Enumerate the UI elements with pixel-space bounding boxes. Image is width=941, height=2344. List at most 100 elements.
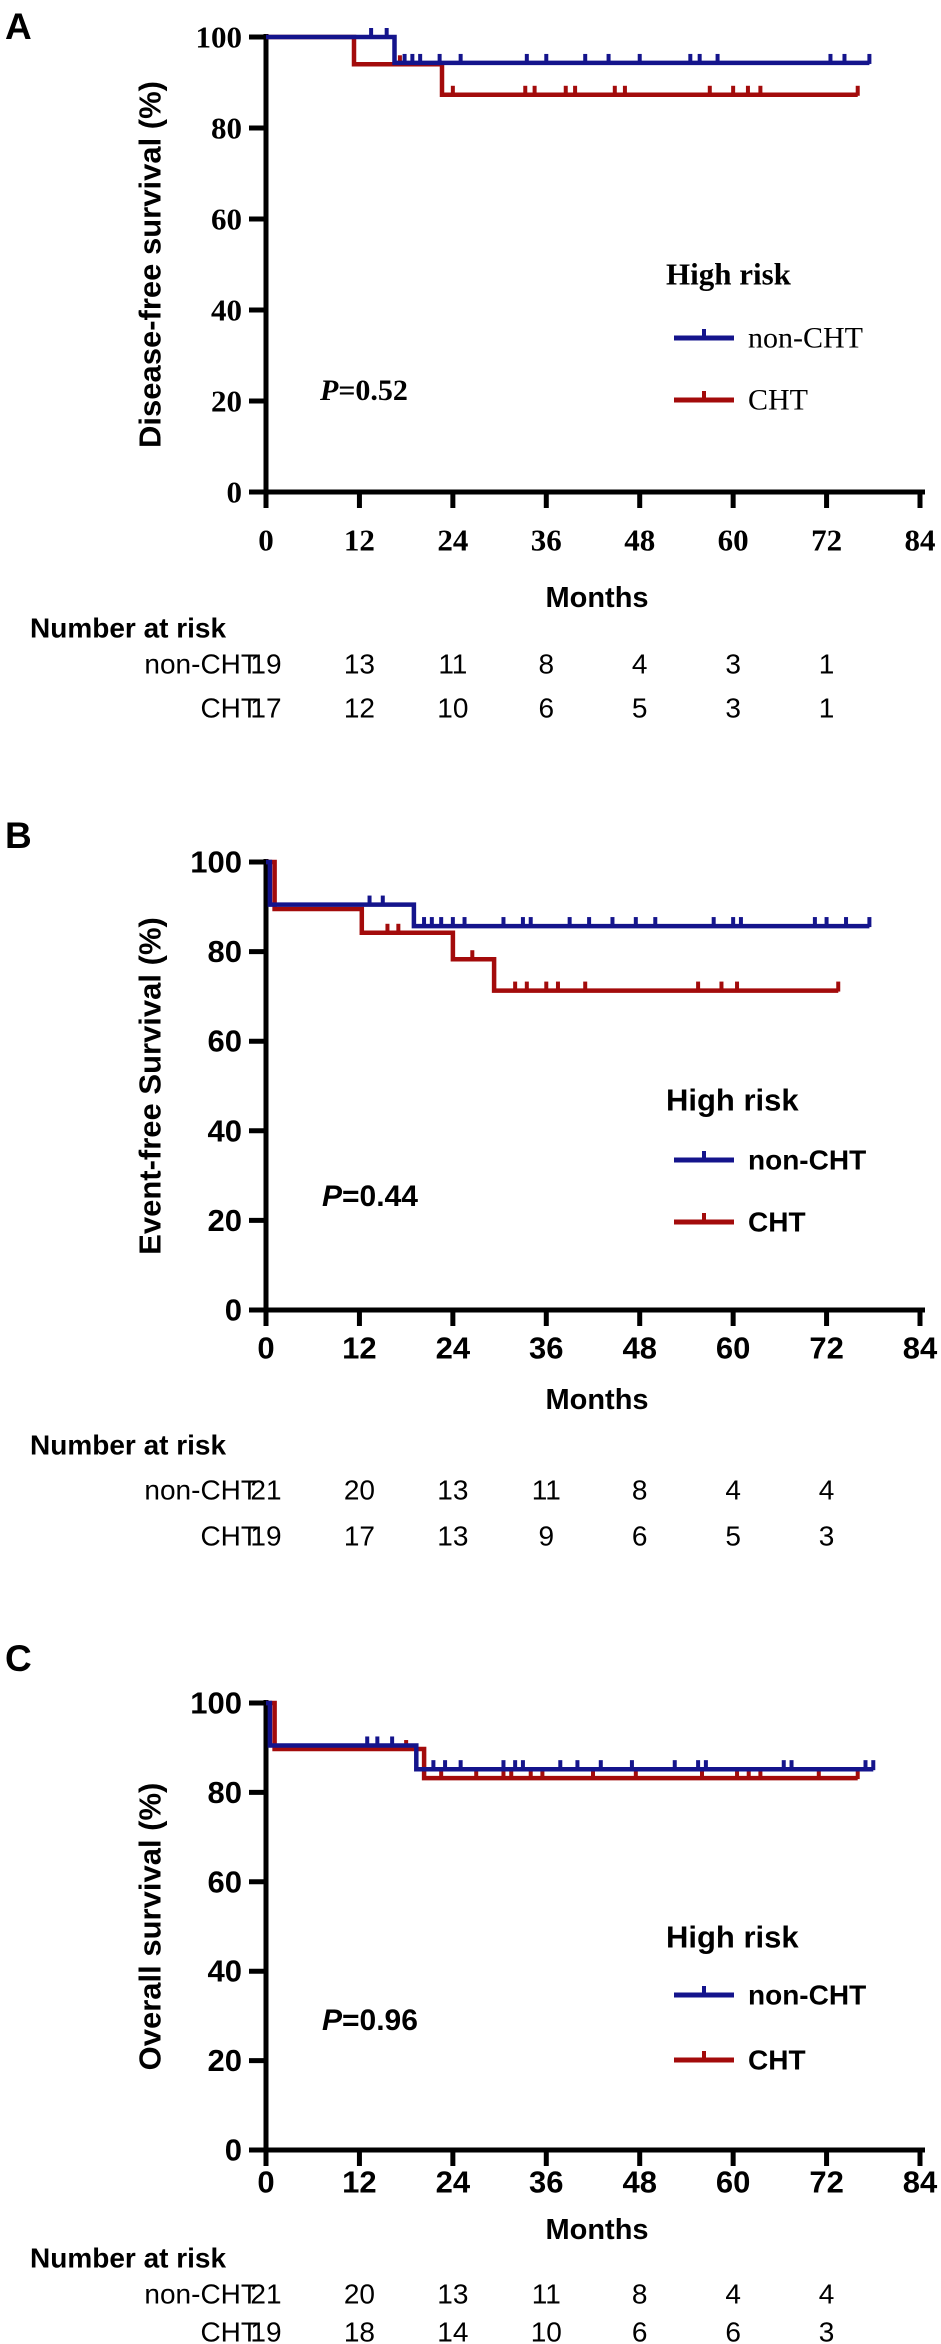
- x-tick-label: 0: [257, 2165, 274, 2200]
- legend-label-CHT: CHT: [748, 2045, 806, 2076]
- p-value: P=0.52: [319, 374, 408, 407]
- risk-count: 10: [437, 693, 468, 724]
- legend-label-CHT: CHT: [748, 1207, 806, 1238]
- legend-label-CHT: CHT: [748, 384, 808, 417]
- y-tick-label: 0: [225, 1293, 242, 1328]
- risk-count: 8: [632, 1475, 648, 1506]
- panel-c-letter: C: [5, 1638, 32, 1679]
- x-tick-label: 84: [903, 1331, 938, 1366]
- km-curve-CHT: [266, 859, 839, 993]
- risk-count: 20: [344, 2279, 375, 2310]
- x-tick-label: 72: [811, 523, 842, 558]
- x-tick-label: 12: [342, 2165, 376, 2200]
- x-tick-label: 0: [258, 523, 274, 558]
- km-curve-CHT: [266, 1700, 858, 1781]
- risk-count: 11: [532, 1475, 561, 1506]
- risk-count: 13: [437, 1521, 468, 1552]
- censor-marks-non-CHT: [365, 1736, 876, 1771]
- x-tick-label: 36: [529, 2165, 563, 2200]
- risk-count: 13: [437, 1475, 468, 1506]
- y-tick-label: 20: [208, 1203, 242, 1238]
- risk-count: 6: [538, 693, 554, 724]
- risk-count: 3: [819, 2317, 835, 2344]
- risk-row-label-CHT: CHT: [200, 2317, 258, 2344]
- legend-label-non-CHT: non-CHT: [748, 1145, 866, 1176]
- censor-marks-CHT: [404, 1740, 860, 1780]
- x-tick-label: 24: [436, 1331, 471, 1366]
- censor-marks-non-CHT: [369, 28, 872, 64]
- panel-c: C 0 20 40 60 80 100 0 12 24 36 48 60 72 84 Overall sur…: [0, 1625, 941, 2344]
- x-axis-title: Months: [545, 2214, 648, 2246]
- x-tick-label: 60: [716, 2165, 750, 2200]
- y-tick-label: 20: [211, 384, 242, 419]
- x-tick-label: 36: [531, 523, 562, 558]
- x-axis-title: Months: [545, 1384, 648, 1416]
- risk-row-label-CHT: CHT: [200, 1521, 258, 1552]
- p-value: P=0.96: [322, 2004, 418, 2037]
- risk-count: 19: [250, 2317, 281, 2344]
- risk-row-label-non-CHT: non-CHT: [144, 2279, 258, 2310]
- p-value: P=0.44: [322, 1180, 418, 1213]
- legend-label-non-CHT: non-CHT: [748, 322, 863, 355]
- risk-count: 19: [250, 649, 281, 680]
- km-curve-non-CHT: [266, 34, 870, 66]
- legend-title: High risk: [666, 1083, 799, 1118]
- y-tick-label: 100: [196, 20, 243, 55]
- risk-row-label-non-CHT: non-CHT: [144, 649, 258, 680]
- risk-count: 18: [344, 2317, 375, 2344]
- risk-count: 4: [632, 649, 648, 680]
- risk-count: 17: [250, 693, 281, 724]
- risk-count: 6: [725, 2317, 741, 2344]
- panel-b-letter: B: [5, 815, 32, 856]
- risk-count: 13: [437, 2279, 468, 2310]
- legend-label-non-CHT: non-CHT: [748, 1980, 866, 2011]
- censor-marks-non-CHT: [367, 895, 872, 928]
- y-tick-label: 40: [208, 1954, 242, 1989]
- risk-count: 19: [250, 1521, 281, 1552]
- risk-count: 8: [632, 2279, 648, 2310]
- x-tick-label: 60: [716, 1331, 750, 1366]
- risk-count: 14: [437, 2317, 468, 2344]
- y-tick-label: 60: [208, 1864, 242, 1899]
- x-tick-label: 24: [436, 2165, 471, 2200]
- y-tick-label: 0: [225, 2133, 242, 2168]
- x-tick-label: 48: [624, 523, 655, 558]
- risk-count: 4: [819, 2279, 835, 2310]
- y-tick-label: 80: [211, 111, 242, 146]
- panel-b: B 0 20 40 60 80 100 0 12 24 36 48 60 72 84 Event-free …: [0, 775, 941, 1625]
- x-tick-label: 36: [529, 1331, 563, 1366]
- y-tick-label: 40: [208, 1113, 242, 1148]
- x-tick-label: 12: [344, 523, 375, 558]
- risk-row-label-non-CHT: non-CHT: [144, 1475, 258, 1506]
- x-tick-label: 60: [718, 523, 749, 558]
- x-tick-label: 72: [809, 2165, 843, 2200]
- risk-count: 11: [438, 649, 467, 680]
- panel-a-letter: A: [5, 6, 32, 47]
- y-axis-title: Overall survival (%): [133, 1783, 168, 2071]
- x-tick-label: 72: [809, 1331, 843, 1366]
- risk-count: 6: [632, 1521, 648, 1552]
- risk-count: 13: [344, 649, 375, 680]
- risk-count: 21: [250, 2279, 281, 2310]
- risk-count: 20: [344, 1475, 375, 1506]
- risk-count: 5: [725, 1521, 741, 1552]
- legend-title: High risk: [666, 1920, 799, 1955]
- number-at-risk-title: Number at risk: [30, 1430, 226, 1461]
- y-axis-title: Event-free Survival (%): [133, 917, 168, 1255]
- y-tick-label: 40: [211, 293, 242, 328]
- y-tick-label: 80: [208, 934, 242, 969]
- y-tick-label: 80: [208, 1775, 242, 1810]
- y-tick-label: 100: [190, 1686, 242, 1721]
- number-at-risk-title: Number at risk: [30, 2243, 226, 2274]
- risk-count: 4: [725, 1475, 741, 1506]
- risk-count: 17: [344, 1521, 375, 1552]
- y-axis-title: Disease-free survival (%): [133, 81, 168, 448]
- x-tick-label: 12: [342, 1331, 376, 1366]
- risk-count: 6: [632, 2317, 648, 2344]
- y-tick-label: 60: [211, 202, 242, 237]
- km-curve-CHT: [266, 34, 858, 98]
- number-at-risk-title: Number at risk: [30, 613, 226, 644]
- x-tick-label: 24: [437, 523, 468, 558]
